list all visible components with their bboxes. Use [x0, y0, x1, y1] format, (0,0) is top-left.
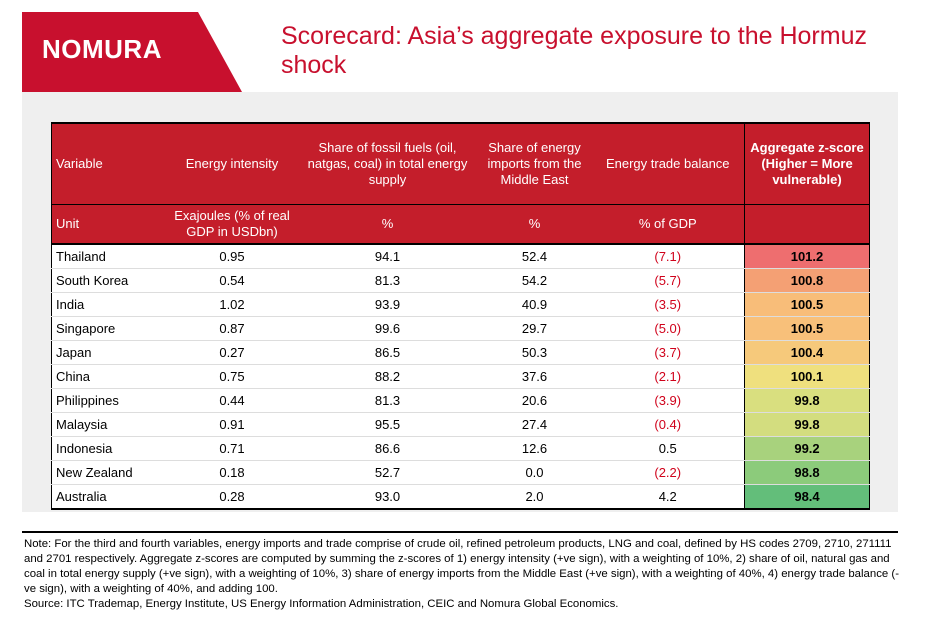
country-cell: Philippines [51, 388, 167, 413]
country-cell: Australia [51, 484, 167, 510]
energy-intensity-cell: 0.18 [166, 460, 298, 485]
aggregate-zscore-cell: 100.5 [744, 316, 870, 341]
table-row: China 0.75 88.2 37.6 (2.1) 100.1 [51, 364, 870, 389]
header-trade-balance: Energy trade balance [591, 122, 745, 205]
mideast-share-cell: 2.0 [477, 484, 592, 510]
trade-balance-cell: 0.5 [591, 436, 745, 461]
energy-intensity-cell: 0.75 [166, 364, 298, 389]
trade-balance-cell: (7.1) [591, 244, 745, 269]
unit-trade-balance: % of GDP [591, 204, 745, 245]
header-row: Variable Energy intensity Share of fossi… [51, 122, 870, 205]
energy-intensity-cell: 0.71 [166, 436, 298, 461]
energy-intensity-cell: 0.91 [166, 412, 298, 437]
aggregate-zscore-cell: 100.5 [744, 292, 870, 317]
mideast-share-cell: 54.2 [477, 268, 592, 293]
fossil-share-cell: 81.3 [297, 268, 478, 293]
trade-balance-cell: (3.5) [591, 292, 745, 317]
mideast-share-cell: 40.9 [477, 292, 592, 317]
table-row: Singapore 0.87 99.6 29.7 (5.0) 100.5 [51, 316, 870, 341]
table-row: India 1.02 93.9 40.9 (3.5) 100.5 [51, 292, 870, 317]
country-cell: Japan [51, 340, 167, 365]
fossil-share-cell: 81.3 [297, 388, 478, 413]
table-row: Indonesia 0.71 86.6 12.6 0.5 99.2 [51, 436, 870, 461]
mideast-share-cell: 0.0 [477, 460, 592, 485]
table-row: Japan 0.27 86.5 50.3 (3.7) 100.4 [51, 340, 870, 365]
energy-intensity-cell: 0.95 [166, 244, 298, 269]
mideast-share-cell: 27.4 [477, 412, 592, 437]
note-text: Note: For the third and fourth variables… [24, 538, 899, 595]
table-row: South Korea 0.54 81.3 54.2 (5.7) 100.8 [51, 268, 870, 293]
scorecard-table: Variable Energy intensity Share of fossi… [51, 122, 870, 510]
trade-balance-cell: (5.7) [591, 268, 745, 293]
country-cell: Singapore [51, 316, 167, 341]
aggregate-zscore-cell: 100.4 [744, 340, 870, 365]
logo-band: NOMURA [22, 12, 242, 92]
energy-intensity-cell: 1.02 [166, 292, 298, 317]
footnotes: Note: For the third and fourth variables… [24, 537, 900, 612]
country-cell: Indonesia [51, 436, 167, 461]
mideast-share-cell: 20.6 [477, 388, 592, 413]
fossil-share-cell: 86.6 [297, 436, 478, 461]
mideast-share-cell: 50.3 [477, 340, 592, 365]
header-energy-intensity: Energy intensity [166, 122, 298, 205]
energy-intensity-cell: 0.28 [166, 484, 298, 510]
fossil-share-cell: 86.5 [297, 340, 478, 365]
trade-balance-cell: (5.0) [591, 316, 745, 341]
aggregate-zscore-cell: 98.4 [744, 484, 870, 510]
mideast-share-cell: 37.6 [477, 364, 592, 389]
aggregate-zscore-cell: 99.8 [744, 412, 870, 437]
table-row: Philippines 0.44 81.3 20.6 (3.9) 99.8 [51, 388, 870, 413]
mideast-share-cell: 12.6 [477, 436, 592, 461]
divider [22, 531, 898, 533]
energy-intensity-cell: 0.44 [166, 388, 298, 413]
fossil-share-cell: 99.6 [297, 316, 478, 341]
nomura-logo: NOMURA [42, 34, 162, 64]
unit-mideast-share: % [477, 204, 592, 245]
country-cell: Thailand [51, 244, 167, 269]
trade-balance-cell: (3.9) [591, 388, 745, 413]
source-text: Source: ITC Trademap, Energy Institute, … [24, 598, 619, 610]
energy-intensity-cell: 0.54 [166, 268, 298, 293]
aggregate-zscore-cell: 100.1 [744, 364, 870, 389]
trade-balance-cell: (0.4) [591, 412, 745, 437]
country-cell: Malaysia [51, 412, 167, 437]
country-cell: South Korea [51, 268, 167, 293]
trade-balance-cell: (2.1) [591, 364, 745, 389]
unit-label: Unit [51, 204, 167, 245]
fossil-share-cell: 94.1 [297, 244, 478, 269]
table-row: New Zealand 0.18 52.7 0.0 (2.2) 98.8 [51, 460, 870, 485]
unit-aggregate-zscore [744, 204, 870, 245]
fossil-share-cell: 52.7 [297, 460, 478, 485]
fossil-share-cell: 88.2 [297, 364, 478, 389]
header-variable: Variable [51, 122, 167, 205]
table-row: Malaysia 0.91 95.5 27.4 (0.4) 99.8 [51, 412, 870, 437]
country-cell: India [51, 292, 167, 317]
table-row: Australia 0.28 93.0 2.0 4.2 98.4 [51, 484, 870, 510]
aggregate-zscore-cell: 99.2 [744, 436, 870, 461]
trade-balance-cell: (3.7) [591, 340, 745, 365]
unit-row: Unit Exajoules (% of real GDP in USDbn) … [51, 204, 870, 245]
fossil-share-cell: 93.9 [297, 292, 478, 317]
unit-fossil-share: % [297, 204, 478, 245]
country-cell: New Zealand [51, 460, 167, 485]
energy-intensity-cell: 0.27 [166, 340, 298, 365]
trade-balance-cell: (2.2) [591, 460, 745, 485]
country-cell: China [51, 364, 167, 389]
header-fossil-share: Share of fossil fuels (oil, natgas, coal… [297, 122, 478, 205]
mideast-share-cell: 29.7 [477, 316, 592, 341]
fossil-share-cell: 93.0 [297, 484, 478, 510]
header-aggregate-zscore: Aggregate z-score (Higher = More vulnera… [744, 122, 870, 205]
fossil-share-cell: 95.5 [297, 412, 478, 437]
header-mideast-share: Share of energy imports from the Middle … [477, 122, 592, 205]
trade-balance-cell: 4.2 [591, 484, 745, 510]
aggregate-zscore-cell: 98.8 [744, 460, 870, 485]
energy-intensity-cell: 0.87 [166, 316, 298, 341]
unit-energy-intensity: Exajoules (% of real GDP in USDbn) [166, 204, 298, 245]
page-title: Scorecard: Asia’s aggregate exposure to … [281, 22, 867, 79]
aggregate-zscore-cell: 101.2 [744, 244, 870, 269]
table-row: Thailand 0.95 94.1 52.4 (7.1) 101.2 [51, 244, 870, 269]
aggregate-zscore-cell: 99.8 [744, 388, 870, 413]
mideast-share-cell: 52.4 [477, 244, 592, 269]
aggregate-zscore-cell: 100.8 [744, 268, 870, 293]
